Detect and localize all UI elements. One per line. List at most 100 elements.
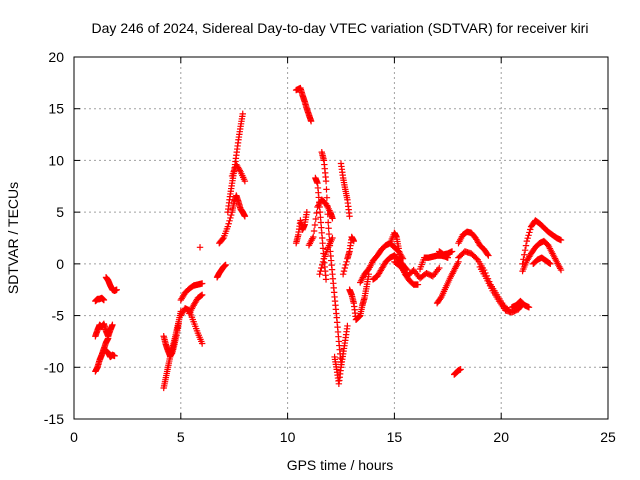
series-arc16 (292, 208, 311, 247)
data-point (113, 286, 120, 293)
data-point (526, 229, 533, 236)
series-arc17 (292, 84, 315, 125)
y-tick-label: 5 (56, 204, 64, 220)
series-arc11 (196, 244, 204, 251)
series-arc12 (213, 261, 229, 281)
data-point (325, 230, 333, 238)
data-point (318, 264, 325, 272)
data-point (307, 117, 315, 125)
series-arc20 (312, 174, 330, 283)
data-point (324, 202, 331, 210)
data-point (226, 217, 233, 225)
series-arc25 (346, 271, 372, 323)
y-tick-label: -15 (44, 411, 64, 427)
data-point (346, 213, 353, 220)
x-tick-label: 15 (387, 429, 403, 445)
series-arc15 (228, 161, 249, 185)
data-point (313, 209, 320, 217)
y-tick-labels: -15 -10 -5 0 5 10 15 20 (44, 49, 64, 427)
data-point (484, 251, 491, 258)
data-point (109, 321, 116, 329)
data-point (436, 264, 443, 272)
data-point (324, 211, 331, 218)
data-point (198, 280, 206, 287)
data-point (323, 194, 331, 201)
x-tick-label: 10 (280, 429, 296, 445)
y-axis-label: SDTVAR / TECUs (5, 182, 21, 294)
data-point (340, 267, 348, 275)
data-point (219, 235, 226, 243)
series-arc32 (436, 248, 456, 258)
data-point (303, 208, 311, 216)
data-point (473, 255, 480, 262)
data-point (485, 252, 492, 259)
series-arc23 (337, 160, 353, 220)
y-tick-label: -5 (52, 308, 65, 324)
data-point (312, 215, 319, 223)
data-point (198, 291, 206, 299)
data-point (325, 225, 332, 232)
data-point (322, 177, 330, 185)
data-point (319, 258, 327, 265)
series-arc38 (519, 217, 565, 268)
series-arc22 (331, 322, 351, 388)
data-point (522, 242, 530, 249)
data-point (241, 177, 249, 185)
series-arc2 (92, 320, 116, 340)
data-point (224, 223, 231, 230)
data-point (350, 237, 358, 245)
data-point (523, 237, 531, 245)
x-tick-label: 0 (70, 429, 78, 445)
data-point (547, 260, 554, 268)
data-point (329, 215, 336, 222)
data-point (557, 266, 565, 274)
data-point (344, 322, 351, 330)
data-point (521, 247, 529, 254)
data-point (239, 110, 246, 118)
y-tick-label: 0 (56, 256, 64, 272)
series-arc24 (339, 233, 358, 278)
y-tick-label: 10 (48, 152, 64, 168)
data-points (92, 84, 565, 392)
series-arc13 (216, 192, 249, 247)
series-arc33 (451, 366, 464, 378)
data-point (524, 235, 531, 242)
axis-ticks (73, 56, 609, 420)
series-arc8 (177, 280, 206, 304)
data-point (222, 261, 229, 269)
series-arc37 (508, 297, 533, 311)
data-point (225, 220, 232, 227)
data-point (198, 340, 206, 347)
data-point (457, 366, 464, 373)
y-tick-label: -10 (44, 359, 64, 375)
data-point (322, 276, 330, 283)
series-arc21 (318, 148, 345, 366)
data-point (546, 260, 553, 267)
data-point (525, 304, 533, 311)
data-point (311, 221, 319, 229)
data-point (316, 271, 323, 278)
data-point (241, 213, 249, 220)
series-arc36 (476, 263, 526, 316)
series-arc5 (102, 347, 118, 361)
series-arc34 (455, 228, 492, 259)
series-arc40 (530, 254, 554, 268)
series-arc30 (416, 252, 451, 273)
plot-frame (73, 56, 609, 420)
data-point (527, 226, 534, 233)
data-point (414, 281, 422, 288)
series-arc7 (160, 320, 182, 360)
x-tick-labels: 0 5 10 15 20 25 (70, 429, 616, 445)
series-arc14 (224, 110, 246, 216)
y-tick-label: 20 (48, 49, 64, 65)
series-arc10 (186, 291, 206, 317)
data-point (236, 167, 243, 174)
data-point (339, 271, 347, 278)
data-point (557, 236, 565, 244)
data-point (521, 251, 528, 258)
data-point (196, 244, 204, 251)
data-point (341, 264, 349, 272)
data-point (100, 296, 108, 304)
chart-title: Day 246 of 2024, Sidereal Day-to-day VTE… (92, 20, 589, 36)
